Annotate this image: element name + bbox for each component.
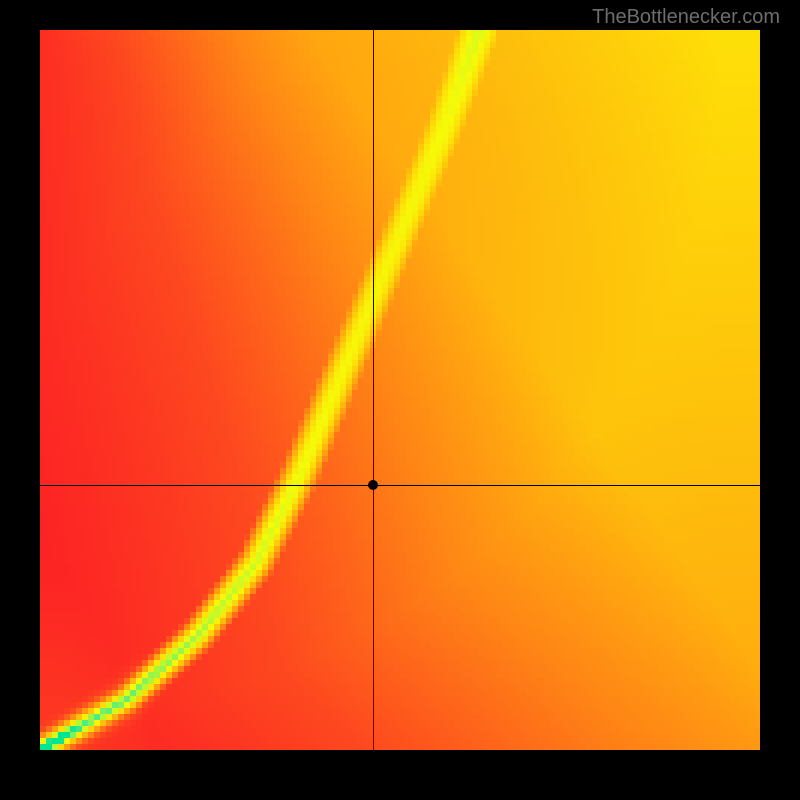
- plot-area: [40, 30, 760, 750]
- figure-container: TheBottlenecker.com: [0, 0, 800, 800]
- heatmap-canvas: [40, 30, 760, 750]
- watermark-text: TheBottlenecker.com: [592, 6, 780, 29]
- crosshair-horizontal: [40, 485, 760, 486]
- marker-dot: [368, 480, 378, 490]
- crosshair-vertical: [373, 30, 374, 750]
